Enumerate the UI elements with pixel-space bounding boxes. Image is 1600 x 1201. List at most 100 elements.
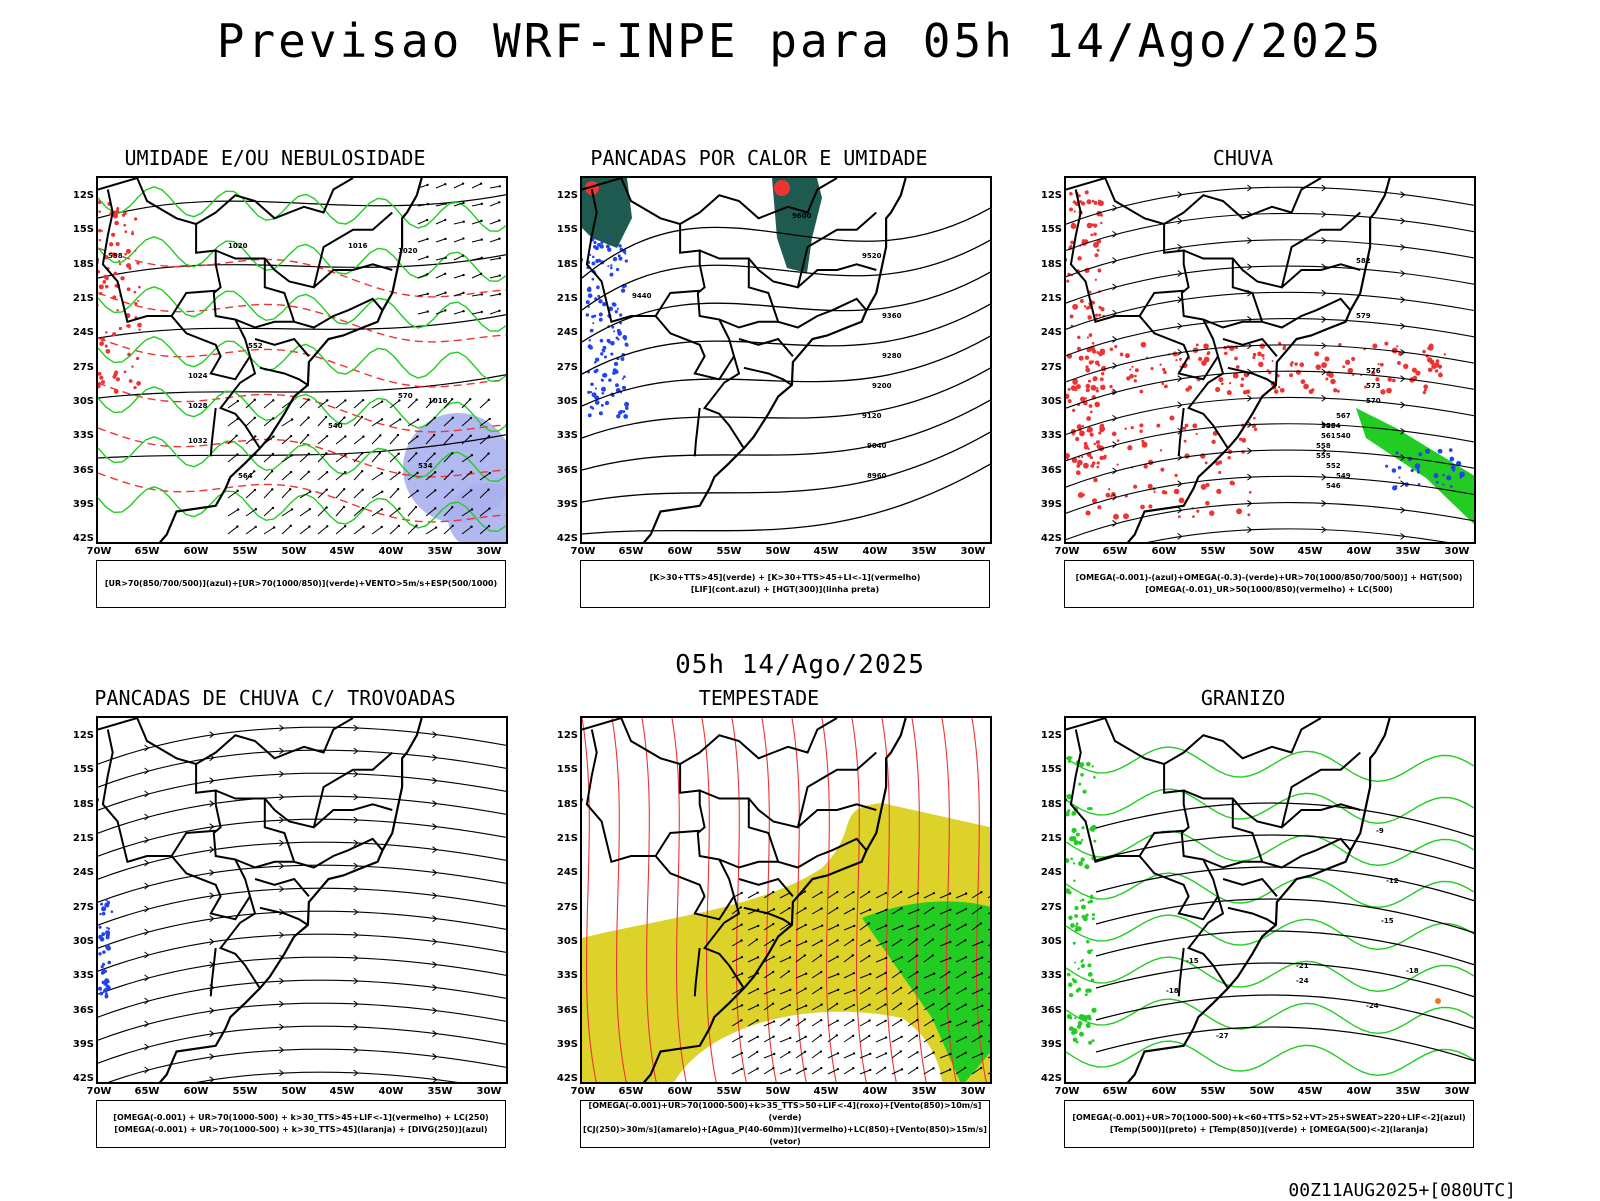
lon-tick-label: 40W [1339,546,1379,557]
lon-tick-label: 35W [420,1086,460,1097]
legend-line: [OMEGA(-0.001)+UR>70(1000-500)+k<60+TTS>… [1072,1112,1465,1124]
lon-tick-label: 45W [1290,1086,1330,1097]
lon-tick-label: 40W [1339,1086,1379,1097]
contour-label: 534 [418,462,433,470]
contour-label: 552 [248,342,263,350]
lat-tick-label: 27S [1034,362,1062,373]
lat-tick-label: 42S [66,1073,94,1084]
lat-tick-label: 30S [1034,396,1062,407]
lat-tick-label: 39S [550,499,578,510]
lon-tick-label: 50W [758,1086,798,1097]
legend-line: [OMEGA(-0.001)-(azul)+OMEGA(-0.3)-(verde… [1076,572,1463,584]
lat-tick-label: 33S [550,430,578,441]
contour-label: 1032 [188,437,208,445]
lon-tick-label: 65W [1095,1086,1135,1097]
panel-title: CHUVA [1008,146,1478,170]
contour-label: 540 [1336,432,1351,440]
lat-tick-label: 42S [66,533,94,544]
lat-tick-label: 30S [550,936,578,947]
lat-tick-label: 15S [550,764,578,775]
panel-title: PANCADAS DE CHUVA C/ TROVOADAS [40,686,510,710]
map-area [580,716,992,1084]
legend-line: [K>30+TTS>45](verde) + [K>30+TTS>45+LI<-… [650,572,921,584]
map-svg: -9-12-15-15-18-18-21-24-24-27 [1066,718,1476,1084]
contour-label: 576 [1366,367,1381,375]
legend-line: [OMEGA(-0.001) + UR>70(1000-500) + k>30_… [114,1124,487,1136]
lon-tick-label: 60W [176,1086,216,1097]
contour-label: 9600 [792,212,812,220]
lat-tick-label: 39S [1034,499,1062,510]
lon-tick-label: 70W [1047,1086,1087,1097]
lat-tick-label: 15S [1034,224,1062,235]
lat-tick-label: 21S [550,833,578,844]
lat-tick-label: 36S [1034,465,1062,476]
contour-label: 9360 [882,312,902,320]
lat-tick-label: 21S [66,293,94,304]
lon-tick-label: 35W [1388,1086,1428,1097]
lat-tick-label: 21S [550,293,578,304]
lat-tick-label: 33S [1034,430,1062,441]
lon-tick-label: 40W [371,1086,411,1097]
lon-tick-label: 60W [660,546,700,557]
lat-tick-label: 39S [1034,1039,1062,1050]
lat-tick-label: 27S [66,362,94,373]
contour-label: 1016 [348,242,368,250]
lat-tick-label: 36S [550,1005,578,1016]
lon-tick-label: 45W [806,546,846,557]
lon-tick-label: 40W [855,546,895,557]
legend-line: [Temp(500)](preto) + [Temp(850)](verde) … [1110,1124,1428,1136]
lon-tick-label: 40W [371,546,411,557]
lon-tick-label: 30W [1437,546,1477,557]
lat-tick-label: 15S [66,224,94,235]
contour-label: -18 [1406,967,1419,975]
map-area: -9-12-15-15-18-18-21-24-24-27 [1064,716,1476,1084]
legend-box: [UR>70(850/700/500)](azul)+[UR>70(1000/8… [96,560,506,608]
legend-box: [OMEGA(-0.001)-(azul)+OMEGA(-0.3)-(verde… [1064,560,1474,608]
lat-tick-label: 24S [1034,867,1062,878]
contour-label: -15 [1186,957,1199,965]
lat-tick-label: 21S [1034,293,1062,304]
lon-tick-label: 60W [660,1086,700,1097]
lat-tick-label: 18S [550,259,578,270]
contour-label: 1028 [188,402,208,410]
lat-tick-label: 15S [550,224,578,235]
lat-tick-label: 42S [550,533,578,544]
contour-label: 1020 [228,242,248,250]
lat-tick-label: 12S [66,730,94,741]
lat-tick-label: 36S [66,1005,94,1016]
contour-label: -24 [1296,977,1309,985]
lat-tick-label: 21S [66,833,94,844]
lon-tick-label: 70W [79,1086,119,1097]
contour-label: 570 [1366,397,1381,405]
contour-label: -18 [1166,987,1179,995]
lat-tick-label: 24S [550,867,578,878]
legend-line: [OMEGA(-0.001)+UR>70(1000-500)+k>35_TTS>… [581,1100,989,1124]
lat-tick-label: 21S [1034,833,1062,844]
contour-label: 9120 [862,412,882,420]
contour-label: 567 [1336,412,1351,420]
contour-label: 558 [108,252,123,260]
contour-label: 9280 [882,352,902,360]
lat-tick-label: 24S [66,327,94,338]
lon-tick-label: 65W [1095,546,1135,557]
lat-tick-label: 27S [550,902,578,913]
contour-label: 558 [1316,442,1331,450]
main-title: Previsao WRF-INPE para 05h 14/Ago/2025 [0,14,1600,68]
lat-tick-label: 12S [550,190,578,201]
lat-tick-label: 33S [66,430,94,441]
lat-tick-label: 18S [66,259,94,270]
contour-label: 546 [1326,482,1341,490]
lat-tick-label: 39S [550,1039,578,1050]
legend-box: [K>30+TTS>45](verde) + [K>30+TTS>45+LI<-… [580,560,990,608]
lat-tick-label: 36S [550,465,578,476]
contour-label: 543 [1321,422,1336,430]
lon-tick-label: 35W [1388,546,1428,557]
lon-tick-label: 35W [904,546,944,557]
lat-tick-label: 12S [1034,190,1062,201]
lon-tick-label: 55W [1193,546,1233,557]
lon-tick-label: 70W [563,1086,603,1097]
